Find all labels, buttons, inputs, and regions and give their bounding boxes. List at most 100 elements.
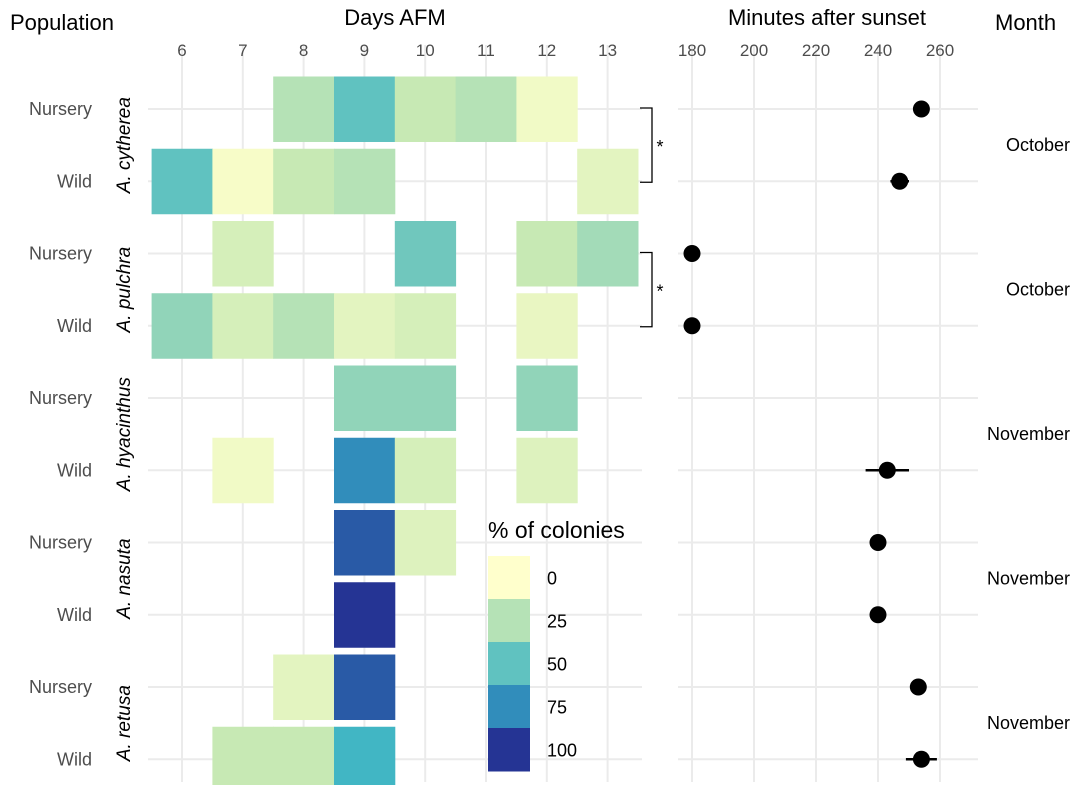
heatmap-cell — [577, 148, 639, 215]
legend-swatch — [488, 599, 530, 643]
population-header: Population — [10, 10, 114, 35]
heatmap-cell — [334, 726, 396, 785]
heatmap-cell — [334, 76, 396, 142]
heatmap-cell — [212, 726, 274, 785]
x-tick-minutes: 180 — [678, 41, 706, 60]
population-label: Nursery — [29, 533, 92, 553]
month-header: Month — [995, 10, 1056, 35]
population-label: Wild — [57, 316, 92, 336]
minutes-header: Minutes after sunset — [728, 5, 926, 30]
scatter-point — [912, 100, 930, 118]
heatmap-cell — [516, 76, 578, 142]
x-tick-minutes: 240 — [864, 41, 892, 60]
month-label: November — [987, 569, 1070, 589]
species-label: A. nasuta — [114, 538, 135, 619]
population-label: Nursery — [29, 388, 92, 408]
month-label: November — [987, 713, 1070, 733]
scatter-point — [912, 750, 930, 768]
y-labels: Nursery Wild A. cytherea October Nursery Wild… — [29, 97, 1070, 769]
legend-title: % of colonies — [488, 517, 625, 543]
legend-swatch — [488, 685, 530, 729]
x-tick-days: 12 — [537, 41, 556, 60]
legend-swatch — [488, 642, 530, 686]
legend-label: 25 — [547, 612, 567, 632]
scatter-point — [869, 606, 887, 624]
heatmap-cell — [455, 76, 517, 142]
scatter-point — [909, 678, 927, 696]
legend-swatch — [488, 728, 530, 772]
x-tick-days: 9 — [360, 41, 369, 60]
species-label: A. hyacinthus — [114, 377, 135, 493]
x-tick-days: 11 — [477, 41, 495, 60]
month-label: October — [1006, 280, 1070, 300]
heatmap-cell — [577, 221, 639, 287]
scatter-point — [891, 172, 909, 190]
heatmap-cell — [212, 148, 274, 215]
heatmap-cell — [273, 76, 335, 142]
significance-star: * — [656, 282, 663, 302]
heatmap-cell — [394, 510, 457, 576]
heatmap-cell — [334, 510, 396, 576]
x-tick-days: 7 — [238, 41, 247, 60]
x-tick-days: 6 — [177, 41, 186, 60]
heatmap-cell — [151, 148, 213, 215]
heatmap-cell — [334, 654, 396, 720]
color-legend: % of colonies 0 25 50 75 100 — [488, 517, 625, 772]
heatmap-cell — [394, 293, 457, 359]
legend-label: 50 — [547, 655, 567, 675]
significance-brackets: ** — [640, 107, 664, 328]
x-tick-labels: 6 7 8 9 10 11 12 13 180 200 220 240 260 — [177, 41, 954, 60]
scatter-point — [878, 461, 896, 479]
species-label: A. cytherea — [114, 97, 135, 194]
month-label: October — [1006, 135, 1070, 155]
scatter-point — [683, 245, 701, 262]
significance-bracket — [640, 107, 653, 183]
population-label: Nursery — [29, 677, 92, 697]
population-label: Wild — [57, 749, 92, 769]
legend-label: 100 — [547, 741, 577, 761]
x-tick-minutes: 260 — [926, 41, 954, 60]
heatmap-cell — [394, 76, 457, 142]
population-label: Wild — [57, 605, 92, 625]
species-label: A. retusa — [114, 685, 135, 762]
heatmap-cell — [334, 148, 396, 215]
significance-bracket — [640, 251, 653, 328]
heatmap-cell — [516, 293, 578, 359]
heatmap-cell — [334, 437, 396, 504]
heatmap-cell — [273, 148, 335, 215]
heatmap-cell — [334, 582, 396, 648]
scatter-point — [683, 317, 701, 335]
heatmap-cells — [151, 76, 639, 785]
significance-star: * — [656, 137, 663, 157]
scatter-points — [683, 100, 937, 768]
heatmap-cell — [516, 365, 578, 431]
legend-swatch — [488, 556, 530, 600]
heatmap-cell — [334, 293, 396, 359]
population-label: Wild — [57, 171, 92, 191]
x-tick-days: 8 — [299, 41, 308, 60]
scatter-point — [869, 534, 887, 551]
population-label: Nursery — [29, 99, 92, 119]
month-label: November — [987, 424, 1070, 444]
heatmap-cell — [212, 437, 274, 504]
heatmap-cell — [516, 221, 578, 287]
species-label: A. pulchra — [114, 247, 135, 334]
heatmap-cell — [151, 293, 213, 359]
x-tick-days: 13 — [598, 41, 617, 60]
population-label: Nursery — [29, 244, 92, 264]
heatmap-cell — [394, 365, 457, 431]
heatmap-cell — [394, 437, 457, 504]
heatmap-cell — [273, 726, 335, 785]
legend-label: 0 — [547, 569, 557, 589]
x-tick-days: 10 — [416, 41, 435, 60]
heatmap-cell — [394, 221, 457, 287]
heatmap-cell — [212, 221, 274, 287]
x-tick-minutes: 220 — [802, 41, 830, 60]
population-label: Wild — [57, 460, 92, 480]
heatmap-cell — [273, 654, 335, 720]
heatmap-cell — [516, 437, 578, 504]
heatmap-cell — [334, 365, 396, 431]
days-afm-header: Days AFM — [344, 5, 445, 30]
heatmap-cell — [273, 293, 335, 359]
